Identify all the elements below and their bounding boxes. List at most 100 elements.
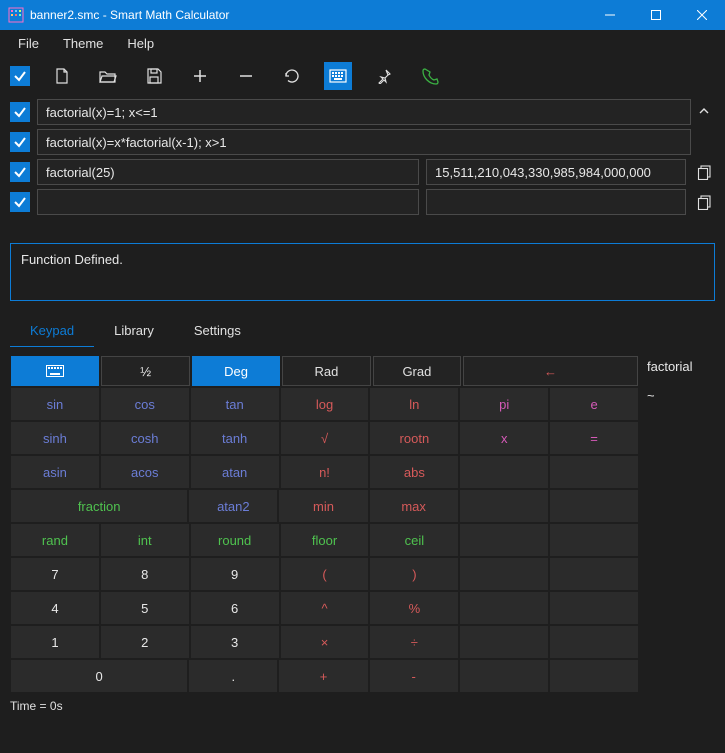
key-9[interactable]: 9 bbox=[190, 557, 280, 591]
key-ln[interactable]: ln bbox=[369, 387, 459, 421]
key-x[interactable]: x bbox=[459, 421, 549, 455]
key-+[interactable]: + bbox=[278, 659, 368, 693]
keypad-row: sincostanloglnpie bbox=[10, 387, 639, 421]
key-([interactable]: ( bbox=[280, 557, 370, 591]
key-6[interactable]: 6 bbox=[190, 591, 280, 625]
row-check[interactable] bbox=[10, 102, 30, 122]
toolbar bbox=[0, 56, 725, 96]
key-floor[interactable]: floor bbox=[280, 523, 370, 557]
key-cos[interactable]: cos bbox=[100, 387, 190, 421]
key-blank bbox=[549, 489, 639, 523]
key-acos[interactable]: acos bbox=[100, 455, 190, 489]
open-file-button[interactable] bbox=[94, 62, 122, 90]
phone-button[interactable] bbox=[416, 62, 444, 90]
key-round[interactable]: round bbox=[190, 523, 280, 557]
key-blank bbox=[459, 659, 549, 693]
key-)[interactable]: ) bbox=[369, 557, 459, 591]
save-button[interactable] bbox=[140, 62, 168, 90]
key-2[interactable]: 2 bbox=[100, 625, 190, 659]
menu-theme[interactable]: Theme bbox=[51, 32, 115, 55]
expression-result[interactable] bbox=[426, 189, 686, 215]
tab-library[interactable]: Library bbox=[94, 315, 174, 347]
copy-button[interactable] bbox=[693, 191, 715, 213]
key-fraction[interactable]: fraction bbox=[10, 489, 188, 523]
key-tanh[interactable]: tanh bbox=[190, 421, 280, 455]
refresh-button[interactable] bbox=[278, 62, 306, 90]
row-check[interactable] bbox=[10, 162, 30, 182]
key-rad[interactable]: Rad bbox=[282, 356, 370, 386]
expression-row: factorial(x)=x*factorial(x-1); x>1 bbox=[10, 129, 715, 155]
expression-input[interactable]: factorial(25) bbox=[37, 159, 419, 185]
status-message: Function Defined. bbox=[10, 243, 715, 301]
key-int[interactable]: int bbox=[100, 523, 190, 557]
key-8[interactable]: 8 bbox=[100, 557, 190, 591]
key-sin[interactable]: sin bbox=[10, 387, 100, 421]
key-min[interactable]: min bbox=[278, 489, 368, 523]
key-log[interactable]: log bbox=[280, 387, 370, 421]
key-grad[interactable]: Grad bbox=[373, 356, 461, 386]
key-5[interactable]: 5 bbox=[100, 591, 190, 625]
remove-button[interactable] bbox=[232, 62, 260, 90]
key-√[interactable]: √ bbox=[280, 421, 370, 455]
key-tan[interactable]: tan bbox=[190, 387, 280, 421]
key-atan2[interactable]: atan2 bbox=[188, 489, 278, 523]
close-button[interactable] bbox=[679, 0, 725, 30]
key-÷[interactable]: ÷ bbox=[369, 625, 459, 659]
keypad-row: 456^% bbox=[10, 591, 639, 625]
expression-input[interactable]: factorial(x)=x*factorial(x-1); x>1 bbox=[37, 129, 691, 155]
row-check[interactable] bbox=[10, 132, 30, 152]
key-^[interactable]: ^ bbox=[280, 591, 370, 625]
maximize-button[interactable] bbox=[633, 0, 679, 30]
key-e[interactable]: e bbox=[549, 387, 639, 421]
keypad: ½ Deg Rad Grad ← sincostanloglnpiesinhco… bbox=[10, 355, 639, 693]
key-×[interactable]: × bbox=[280, 625, 370, 659]
key-7[interactable]: 7 bbox=[10, 557, 100, 591]
menu-help[interactable]: Help bbox=[115, 32, 166, 55]
tab-keypad[interactable]: Keypad bbox=[10, 315, 94, 347]
key-.[interactable]: . bbox=[188, 659, 278, 693]
expression-input[interactable] bbox=[37, 189, 419, 215]
menu-file[interactable]: File bbox=[6, 32, 51, 55]
keypad-row: randintroundfloorceil bbox=[10, 523, 639, 557]
key-asin[interactable]: asin bbox=[10, 455, 100, 489]
keypad-toggle-button[interactable] bbox=[324, 62, 352, 90]
expression-row: factorial(25) 15,511,210,043,330,985,984,… bbox=[10, 159, 715, 185]
tab-settings[interactable]: Settings bbox=[174, 315, 261, 347]
key--[interactable]: - bbox=[369, 659, 459, 693]
key-%[interactable]: % bbox=[369, 591, 459, 625]
key-half[interactable]: ½ bbox=[101, 356, 189, 386]
key-deg[interactable]: Deg bbox=[192, 356, 280, 386]
expression-input[interactable]: factorial(x)=1; x<=1 bbox=[37, 99, 691, 125]
key-3[interactable]: 3 bbox=[190, 625, 280, 659]
minimize-button[interactable] bbox=[587, 0, 633, 30]
keypad-area: ½ Deg Rad Grad ← sincostanloglnpiesinhco… bbox=[0, 347, 725, 693]
key-cosh[interactable]: cosh bbox=[100, 421, 190, 455]
key-blank bbox=[459, 523, 549, 557]
key-backspace[interactable]: ← bbox=[463, 356, 638, 386]
key-sinh[interactable]: sinh bbox=[10, 421, 100, 455]
scroll-up-button[interactable] bbox=[695, 102, 713, 120]
key-abs[interactable]: abs bbox=[369, 455, 459, 489]
pin-button[interactable] bbox=[370, 62, 398, 90]
key-4[interactable]: 4 bbox=[10, 591, 100, 625]
key-max[interactable]: max bbox=[369, 489, 459, 523]
add-button[interactable] bbox=[186, 62, 214, 90]
key-=[interactable]: = bbox=[549, 421, 639, 455]
key-atan[interactable]: atan bbox=[190, 455, 280, 489]
key-blank bbox=[549, 659, 639, 693]
key-ceil[interactable]: ceil bbox=[369, 523, 459, 557]
side-panel: factorial ~ bbox=[645, 355, 715, 693]
key-rootn[interactable]: rootn bbox=[369, 421, 459, 455]
key-0[interactable]: 0 bbox=[10, 659, 188, 693]
copy-button[interactable] bbox=[693, 161, 715, 183]
toolbar-check[interactable] bbox=[10, 66, 30, 86]
key-1[interactable]: 1 bbox=[10, 625, 100, 659]
expression-result[interactable]: 15,511,210,043,330,985,984,000,000 bbox=[426, 159, 686, 185]
key-n![interactable]: n! bbox=[280, 455, 370, 489]
new-file-button[interactable] bbox=[48, 62, 76, 90]
key-keyboard-mode[interactable] bbox=[11, 356, 99, 386]
footer-time: Time = 0s bbox=[0, 693, 725, 719]
key-rand[interactable]: rand bbox=[10, 523, 100, 557]
row-check[interactable] bbox=[10, 192, 30, 212]
key-pi[interactable]: pi bbox=[459, 387, 549, 421]
